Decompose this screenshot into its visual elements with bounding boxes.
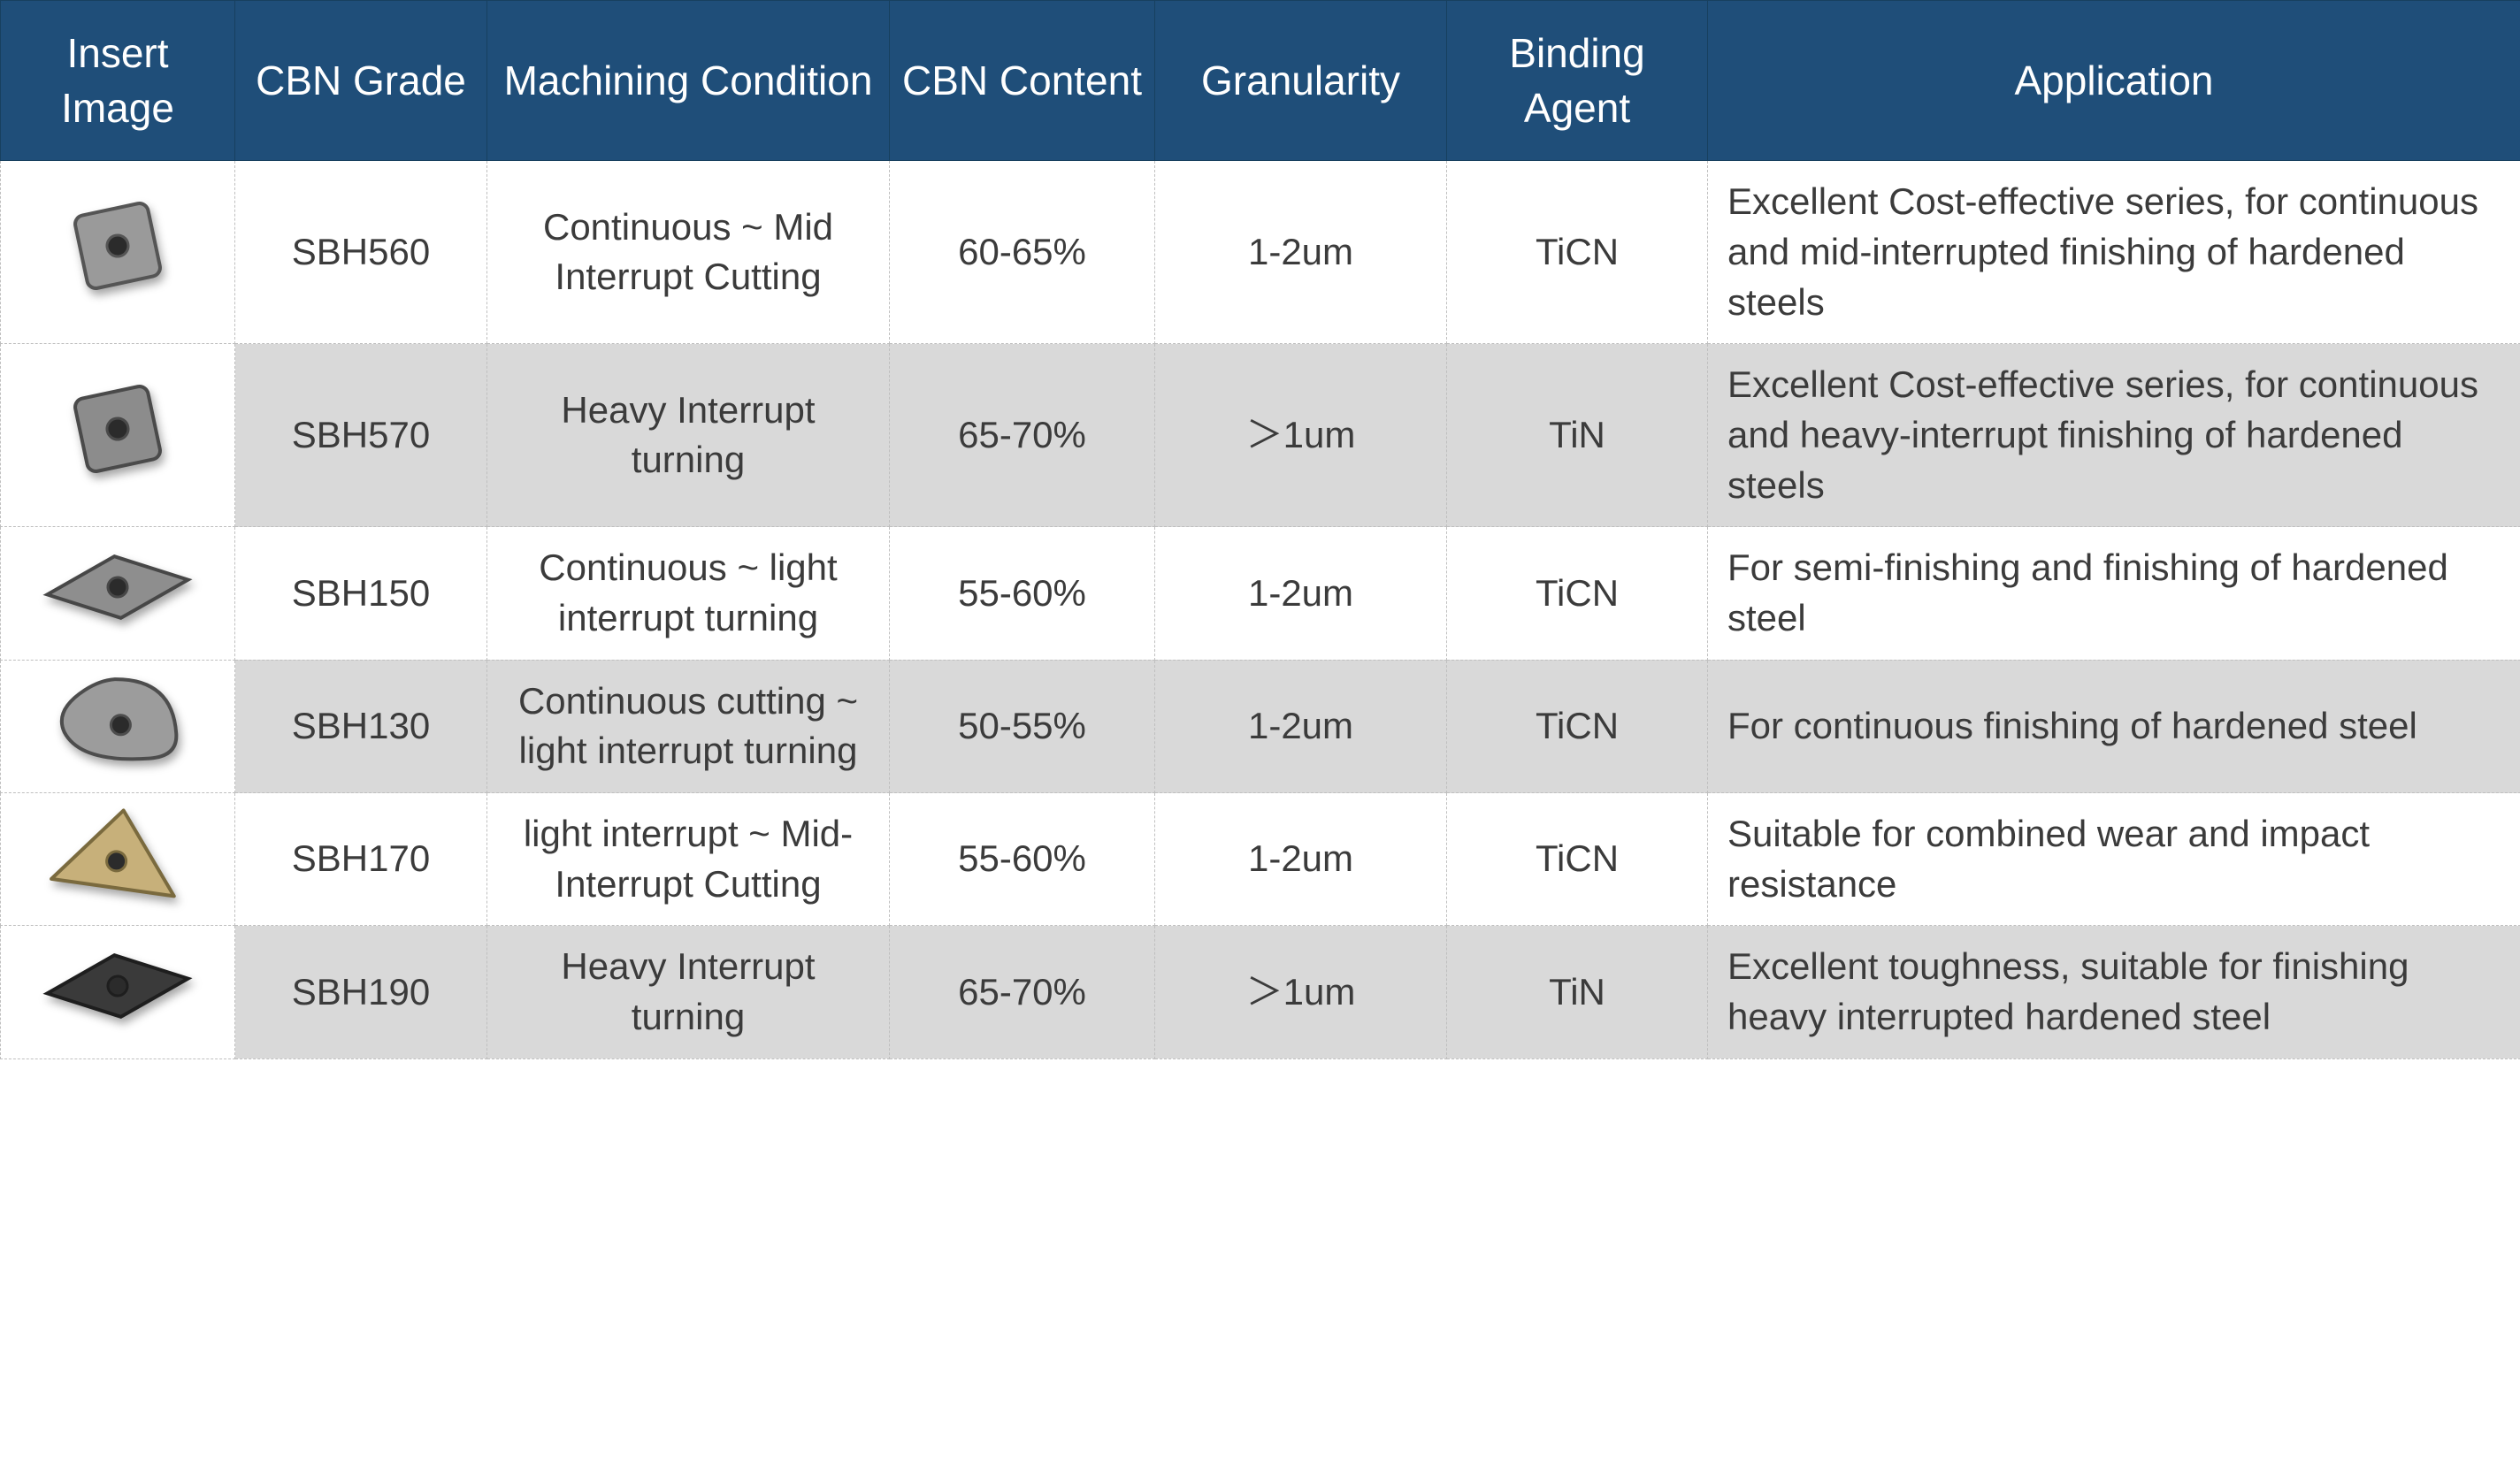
content-cell: 55-60%	[890, 527, 1155, 660]
insert-shape-icon	[47, 193, 188, 299]
binding-cell: TiCN	[1447, 793, 1708, 926]
insert-shape-icon	[29, 937, 206, 1035]
granularity-cell: 1-2um	[1155, 793, 1447, 926]
insert-image-cell	[1, 344, 235, 527]
grade-cell: SBH170	[235, 793, 487, 926]
insert-image-cell	[1, 926, 235, 1058]
application-cell: For continuous finishing of hardened ste…	[1708, 660, 2520, 792]
content-cell: 65-70%	[890, 344, 1155, 527]
grade-cell: SBH130	[235, 660, 487, 792]
granularity-cell: ＞1um	[1155, 344, 1447, 527]
binding-cell: TiN	[1447, 344, 1708, 527]
insert-image-cell	[1, 660, 235, 792]
col-header-granularity: Granularity	[1155, 1, 1447, 161]
cbn-grade-table: Insert Image CBN Grade Machining Conditi…	[0, 0, 2520, 1059]
grade-cell: SBH150	[235, 527, 487, 660]
table-row: SBH190Heavy Interrupt turning65-70%＞1umT…	[1, 926, 2520, 1058]
condition-cell: Continuous ~ Mid Interrupt Cutting	[487, 161, 890, 344]
granularity-cell: ＞1um	[1155, 926, 1447, 1058]
granularity-cell: 1-2um	[1155, 161, 1447, 344]
application-cell: Suitable for combined wear and impact re…	[1708, 793, 2520, 926]
table-body: SBH560Continuous ~ Mid Interrupt Cutting…	[1, 161, 2520, 1059]
binding-cell: TiN	[1447, 926, 1708, 1058]
col-header-condition: Machining Condition	[487, 1, 890, 161]
condition-cell: Heavy Interrupt turning	[487, 926, 890, 1058]
content-cell: 55-60%	[890, 793, 1155, 926]
application-cell: Excellent Cost-effective series, for con…	[1708, 344, 2520, 527]
col-header-grade: CBN Grade	[235, 1, 487, 161]
grade-cell: SBH560	[235, 161, 487, 344]
condition-cell: Continuous cutting ~ light interrupt tur…	[487, 660, 890, 792]
table-row: SBH130Continuous cutting ~ light interru…	[1, 660, 2520, 792]
insert-image-cell	[1, 793, 235, 926]
condition-cell: Continuous ~ light interrupt turning	[487, 527, 890, 660]
insert-image-cell	[1, 527, 235, 660]
insert-shape-icon	[29, 539, 206, 636]
application-cell: Excellent toughness, suitable for finish…	[1708, 926, 2520, 1058]
binding-cell: TiCN	[1447, 527, 1708, 660]
content-cell: 50-55%	[890, 660, 1155, 792]
table-header-row: Insert Image CBN Grade Machining Conditi…	[1, 1, 2520, 161]
insert-shape-icon	[47, 376, 188, 482]
condition-cell: Heavy Interrupt turning	[487, 344, 890, 527]
table-row: SBH560Continuous ~ Mid Interrupt Cutting…	[1, 161, 2520, 344]
grade-cell: SBH190	[235, 926, 487, 1058]
table-row: SBH150Continuous ~ light interrupt turni…	[1, 527, 2520, 660]
grade-cell: SBH570	[235, 344, 487, 527]
col-header-binding: Binding Agent	[1447, 1, 1708, 161]
insert-shape-icon	[42, 799, 193, 906]
col-header-application: Application	[1708, 1, 2520, 161]
col-header-image: Insert Image	[1, 1, 235, 161]
binding-cell: TiCN	[1447, 161, 1708, 344]
binding-cell: TiCN	[1447, 660, 1708, 792]
table-row: SBH170light interrupt ~ Mid-Interrupt Cu…	[1, 793, 2520, 926]
insert-image-cell	[1, 161, 235, 344]
table-row: SBH570Heavy Interrupt turning65-70%＞1umT…	[1, 344, 2520, 527]
granularity-cell: 1-2um	[1155, 660, 1447, 792]
application-cell: Excellent Cost-effective series, for con…	[1708, 161, 2520, 344]
insert-shape-icon	[42, 667, 193, 773]
content-cell: 65-70%	[890, 926, 1155, 1058]
granularity-cell: 1-2um	[1155, 527, 1447, 660]
col-header-content: CBN Content	[890, 1, 1155, 161]
application-cell: For semi-finishing and finishing of hard…	[1708, 527, 2520, 660]
condition-cell: light interrupt ~ Mid-Interrupt Cutting	[487, 793, 890, 926]
content-cell: 60-65%	[890, 161, 1155, 344]
